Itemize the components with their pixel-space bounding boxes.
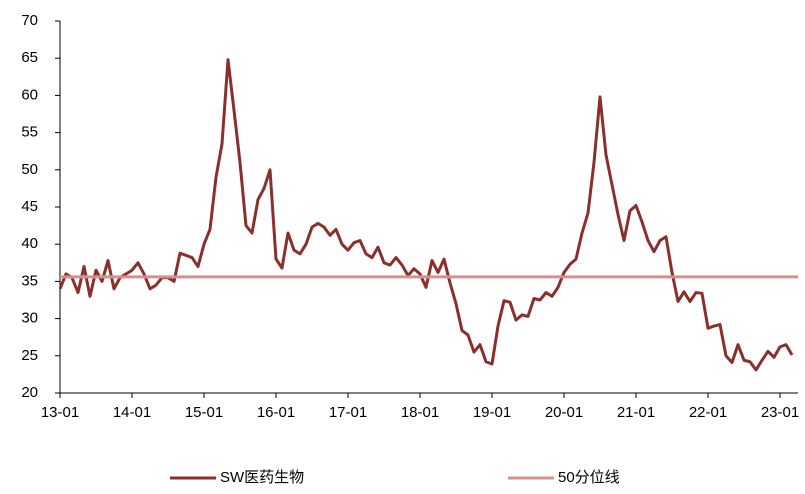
- series-line: [58, 58, 794, 372]
- y-tick-label: 30: [21, 310, 38, 327]
- x-tick-label: 22-01: [689, 404, 727, 421]
- x-tick-label: 18-01: [401, 404, 439, 421]
- y-tick-label: 70: [21, 12, 38, 29]
- y-tick-label: 45: [21, 198, 38, 215]
- x-tick-label: 23-01: [761, 404, 799, 421]
- y-tick-label: 40: [21, 235, 38, 252]
- x-tick-label: 15-01: [185, 404, 223, 421]
- x-tick-label: 16-01: [257, 404, 295, 421]
- x-tick-label: 13-01: [41, 404, 79, 421]
- x-tick-label: 17-01: [329, 404, 367, 421]
- y-tick-label: 60: [21, 86, 38, 103]
- legend-label: SW医药生物: [220, 469, 304, 486]
- y-tick-label: 55: [21, 124, 38, 141]
- y-tick-label: 65: [21, 49, 38, 66]
- x-tick-label: 14-01: [113, 404, 151, 421]
- x-tick-label: 21-01: [617, 404, 655, 421]
- y-tick-label: 50: [21, 161, 38, 178]
- x-tick-label: 20-01: [545, 404, 583, 421]
- y-tick-label: 20: [21, 384, 38, 401]
- y-tick-label: 35: [21, 272, 38, 289]
- legend-label: 50分位线: [558, 469, 620, 486]
- y-tick-label: 25: [21, 347, 38, 364]
- x-tick-label: 19-01: [473, 404, 511, 421]
